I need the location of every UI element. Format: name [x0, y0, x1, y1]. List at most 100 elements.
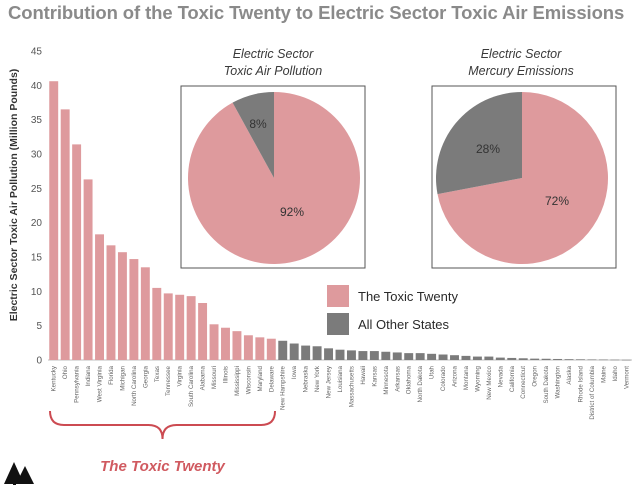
bar-alabama: [198, 303, 208, 360]
x-tick-label: California: [509, 365, 516, 392]
x-tick-label: Washington: [555, 365, 562, 398]
pie2-title-line1: Electric Sector: [481, 47, 562, 61]
bar-tennessee: [163, 293, 173, 360]
x-tick-label: Illinois: [222, 366, 229, 383]
bar-florida: [106, 245, 116, 360]
x-tick-label: Wyoming: [474, 365, 481, 391]
y-axis-label: Electric Sector Toxic Air Pollution (Mil…: [8, 69, 20, 322]
x-tick-label: Tennessee: [165, 365, 172, 395]
pie-slice-label: 28%: [476, 142, 500, 156]
bar-new-jersey: [324, 348, 334, 360]
bar-minnesota: [381, 351, 391, 360]
y-tick-label: 15: [31, 253, 43, 264]
x-tick-label: North Carolina: [131, 365, 138, 405]
pie-panel-toxic-air: Electric Sector Toxic Air Pollution 92% 8…: [180, 47, 366, 269]
y-tick-label: 35: [31, 115, 43, 126]
y-tick-label: 30: [31, 150, 43, 161]
x-tick-label: District of Columbia: [589, 365, 596, 419]
x-tick-label: Arizona: [452, 365, 459, 387]
x-tick-label: Nevada: [497, 365, 504, 387]
chart-title: Contribution of the Toxic Twenty to Elec…: [8, 2, 625, 23]
x-tick-label: Pennsylvania: [74, 365, 81, 402]
pie1-title-line2: Toxic Air Pollution: [224, 64, 322, 78]
bar-hawaii: [358, 351, 368, 360]
bar-massachusetts: [346, 350, 356, 360]
pie-slice-label: 8%: [249, 117, 267, 131]
bar-iowa: [289, 343, 299, 360]
x-tick-label: New Jersey: [326, 365, 333, 398]
bar-mississippi: [232, 331, 242, 360]
pie2: 72% 28%: [435, 92, 608, 264]
x-tick-label: Rhode Island: [577, 365, 584, 402]
x-tick-label: Vermont: [623, 366, 630, 389]
bar-south-carolina: [186, 296, 196, 360]
x-tick-label: Ohio: [62, 365, 69, 379]
y-tick-label: 0: [36, 356, 42, 367]
bar-new-hampshire: [278, 340, 288, 360]
x-tick-label: Iowa: [291, 365, 298, 379]
pie-slice-label: 72%: [545, 194, 569, 208]
bar-missouri: [209, 324, 219, 360]
bar-north-dakota: [415, 353, 425, 360]
x-tick-label: Wisconsin: [245, 365, 252, 394]
x-tick-label: West Virginia: [97, 365, 104, 402]
bar-virginia: [175, 294, 185, 360]
bar-arkansas: [392, 352, 402, 360]
y-tick-label: 25: [31, 184, 43, 195]
legend-swatch-toxic: [327, 285, 349, 307]
bar-connecticut: [518, 358, 528, 360]
bar-alaska: [564, 359, 574, 360]
x-tick-label: Alabama: [200, 365, 207, 390]
x-tick-label: Minnesota: [383, 365, 390, 394]
x-tick-label: Delaware: [268, 365, 275, 392]
toxic-twenty-group-label: The Toxic Twenty: [100, 458, 225, 475]
x-tick-label: New York: [314, 365, 321, 392]
x-tick-label: Hawaii: [360, 366, 367, 385]
pie-slice-toxic: [437, 92, 608, 264]
bar-oklahoma: [404, 353, 414, 360]
toxic-twenty-bracket: [49, 410, 277, 440]
bar-new-york: [312, 346, 322, 360]
bar-wisconsin: [243, 335, 253, 360]
bar-louisiana: [335, 349, 345, 360]
bar-idaho: [610, 359, 620, 361]
x-tick-label: Georgia: [142, 365, 149, 388]
pie-panel-mercury: Electric Sector Mercury Emissions 72% 28%: [431, 47, 617, 269]
y-tick-label: 10: [31, 287, 43, 298]
bar-vermont: [621, 359, 631, 361]
x-tick-label: South Carolina: [188, 365, 195, 406]
y-tick-label: 45: [31, 47, 43, 58]
bar-wyoming: [472, 356, 482, 360]
bar-washington: [553, 358, 563, 360]
bar-maryland: [255, 337, 265, 360]
bar-nevada: [495, 357, 505, 360]
x-tick-label: Utah: [429, 365, 436, 379]
x-tick-label: New Hampshire: [280, 365, 287, 410]
bar-georgia: [140, 267, 150, 360]
bar-ohio: [60, 109, 70, 360]
x-tick-label: Maryland: [257, 365, 264, 391]
bar-utah: [427, 353, 437, 360]
y-tick-label: 40: [31, 81, 43, 92]
bar-montana: [461, 355, 471, 360]
bar-maine: [598, 359, 608, 361]
x-tick-label: Oklahoma: [406, 365, 413, 394]
y-tick-label: 5: [36, 321, 42, 332]
legend-swatch-other: [327, 313, 349, 335]
x-axis-labels: Kentucky Ohio Pennsylvania Indiana West Virg…: [51, 365, 631, 420]
legend: The Toxic Twenty All Other States: [327, 285, 458, 335]
x-tick-label: Louisiana: [337, 365, 344, 392]
bar-series: [49, 81, 631, 361]
y-tick-label: 20: [31, 218, 43, 229]
x-tick-label: Alaska: [566, 365, 573, 384]
bar-kansas: [369, 351, 379, 360]
bar-michigan: [117, 252, 127, 360]
bar-south-dakota: [541, 358, 551, 360]
x-tick-label: Texas: [154, 366, 161, 382]
x-tick-label: Colorado: [440, 365, 447, 391]
x-tick-label: Montana: [463, 365, 470, 390]
bar-pennsylvania: [72, 144, 82, 360]
x-tick-label: Virginia: [177, 365, 184, 386]
bar-rhode-island: [576, 359, 585, 360]
